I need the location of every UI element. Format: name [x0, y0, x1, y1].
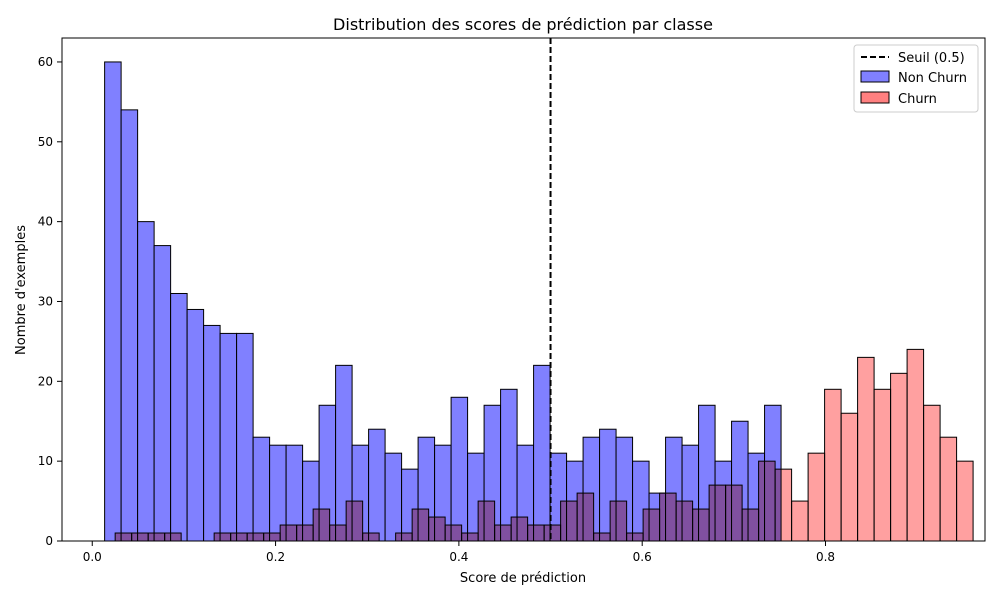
legend-churn-swatch	[860, 91, 890, 104]
non-churn-bar	[252, 436, 271, 542]
y-tick-label: 60	[38, 55, 53, 69]
y-tick-label: 40	[38, 215, 53, 229]
x-tick-label: 0.0	[83, 550, 102, 564]
non-churn-bar	[153, 245, 172, 542]
non-churn-bar	[368, 428, 386, 542]
churn-bar	[461, 532, 479, 542]
churn-bar	[807, 452, 826, 542]
non-churn-bar	[186, 308, 205, 542]
churn-bar	[131, 532, 149, 542]
x-tick-label: 0.4	[449, 550, 468, 564]
churn-bar	[840, 412, 859, 542]
churn-bar	[345, 500, 364, 542]
non-churn-bar	[236, 332, 254, 542]
churn-bar	[164, 532, 182, 542]
legend-non-churn-label: Non Churn	[898, 71, 967, 86]
x-axis-label: Score de prédiction	[460, 571, 586, 586]
churn-bar	[692, 508, 710, 542]
churn-bar	[230, 532, 248, 542]
churn-bar	[362, 532, 380, 542]
churn-bar	[675, 500, 694, 542]
churn-bar	[626, 532, 644, 542]
churn-bar	[263, 532, 281, 542]
y-axis-label: Nombre d'exemples	[14, 225, 29, 355]
y-tick-label: 0	[45, 534, 53, 548]
churn-bar	[857, 356, 875, 542]
series-non-churn-bars	[104, 61, 782, 542]
churn-bar	[560, 500, 578, 542]
churn-bar	[329, 524, 347, 542]
churn-bar	[279, 524, 298, 542]
legend-non-churn-swatch	[860, 70, 890, 83]
churn-bar	[725, 484, 743, 542]
churn-bar	[956, 460, 974, 542]
churn-bar	[395, 532, 413, 542]
churn-bar	[114, 532, 133, 542]
churn-bar	[444, 524, 463, 542]
churn-bar	[873, 388, 892, 542]
churn-bar	[774, 468, 793, 542]
x-tick-label: 0.2	[266, 550, 285, 564]
churn-bar	[824, 388, 842, 542]
churn-bar	[428, 516, 446, 542]
churn-bar	[296, 524, 314, 542]
non-churn-bar	[450, 396, 469, 542]
plot-frame	[61, 37, 986, 542]
churn-bar	[923, 404, 941, 542]
churn-bar	[576, 492, 595, 542]
churn-bar	[758, 460, 776, 542]
non-churn-bar	[533, 364, 551, 542]
x-tick-label: 0.6	[633, 550, 652, 564]
churn-bar	[527, 524, 545, 542]
y-tick-label: 20	[38, 374, 53, 388]
x-tick-label: 0.8	[816, 550, 835, 564]
churn-bar	[147, 532, 166, 542]
churn-bar	[609, 500, 628, 542]
churn-bar	[708, 484, 727, 542]
churn-bar	[791, 500, 809, 542]
churn-bar	[411, 508, 430, 542]
churn-bar	[906, 348, 925, 542]
churn-bar	[741, 508, 760, 542]
non-churn-bar	[137, 221, 155, 542]
non-churn-bar	[120, 109, 139, 542]
churn-bar	[494, 524, 512, 542]
x-axis: 0.0 0.2 0.4 0.6 0.8	[83, 541, 835, 564]
legend-threshold-label: Seuil (0.5)	[898, 51, 965, 66]
non-churn-bar	[203, 324, 221, 542]
churn-bar	[890, 372, 908, 542]
legend: Seuil (0.5) Non Churn Churn	[853, 44, 979, 113]
churn-bar	[213, 532, 232, 542]
y-tick-label: 30	[38, 294, 53, 308]
churn-bar	[477, 500, 496, 542]
legend-churn-label: Churn	[898, 92, 937, 107]
non-churn-bar	[170, 292, 188, 542]
non-churn-bar	[384, 452, 403, 542]
chart-title: Distribution des scores de prédiction pa…	[333, 15, 713, 34]
series-churn-bars	[114, 348, 974, 542]
churn-bar	[939, 436, 958, 542]
churn-bar	[246, 532, 265, 542]
y-tick-label: 10	[38, 454, 53, 468]
non-churn-bar	[104, 61, 122, 542]
y-tick-label: 50	[38, 135, 53, 149]
y-axis: 0 10 20 30 40 50 60	[38, 55, 62, 548]
churn-bar	[659, 492, 677, 542]
churn-bar	[312, 508, 331, 542]
churn-bar	[593, 532, 611, 542]
churn-bar	[510, 516, 529, 542]
churn-bar	[543, 524, 562, 542]
non-churn-bar	[219, 332, 238, 542]
churn-bar	[642, 508, 661, 542]
